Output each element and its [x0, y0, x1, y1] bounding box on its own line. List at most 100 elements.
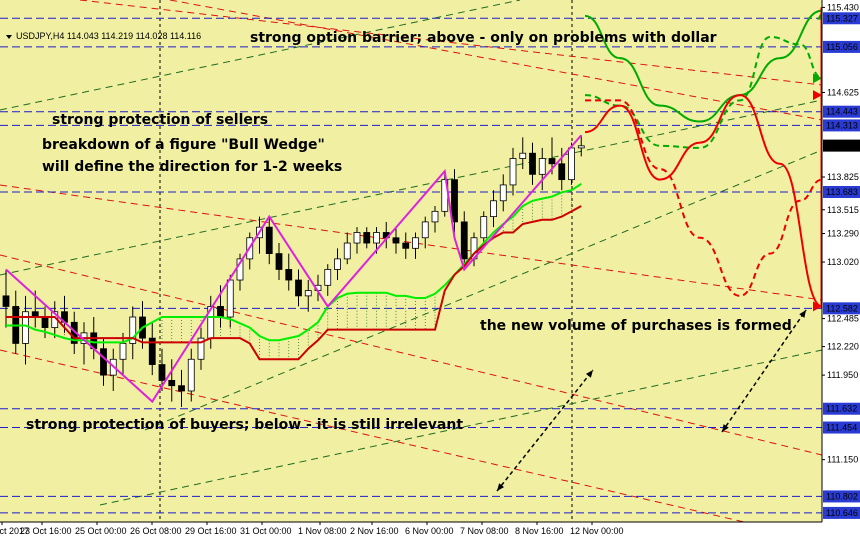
candle-body-29 [285, 269, 293, 281]
price-tick-13: 112.485 [827, 314, 859, 324]
price-label-bg-17 [823, 421, 860, 434]
dashed-arrow-right-head-b [722, 424, 729, 432]
price-tick-9: 113.515 [827, 205, 859, 215]
red-channel-line-0 [0, 184, 823, 301]
price-label-bg-6 [823, 139, 860, 152]
symbol-dropdown-icon [6, 35, 12, 39]
candle-body-49 [480, 216, 488, 239]
arrow-green-right [813, 73, 822, 84]
candle-body-46 [451, 179, 458, 223]
candle-body-43 [421, 221, 429, 239]
price-tick-17: 111.454 [826, 423, 857, 433]
candle-body-56 [548, 158, 556, 165]
candle-body-57 [558, 163, 566, 181]
candle-body-16 [158, 364, 166, 381]
candle-body-52 [509, 158, 517, 186]
candle-body-30 [295, 279, 302, 297]
red-channel-line-3 [0, 349, 823, 540]
price-label-bg-19 [823, 490, 860, 503]
time-tick-2: 25 Oct 00:00 [75, 526, 127, 536]
price-tick-19: 110.802 [826, 491, 858, 501]
projection-green-solid [584, 9, 823, 123]
candle-body-0 [2, 295, 10, 307]
dashed-arrow-right [721, 309, 807, 433]
time-tick-3: 26 Oct 08:00 [130, 526, 182, 536]
candle-body-50 [490, 200, 497, 218]
annotation-sellers: strong protection of sellers [52, 112, 268, 128]
price-tick-3: 114.625 [827, 87, 859, 97]
price-tick-5: 114.313 [826, 120, 858, 130]
candle-body-28 [275, 253, 283, 270]
time-tick-4: 29 Oct 16:00 [185, 526, 237, 536]
candle-body-42 [412, 237, 419, 249]
price-tick-14: 112.220 [827, 342, 859, 352]
candle-body-23 [226, 279, 234, 318]
candle-body-41 [402, 242, 410, 249]
projection-green-dashed [584, 35, 823, 149]
candle-body-22 [217, 306, 224, 318]
candle-body-12 [119, 343, 127, 360]
candle-body-38 [373, 232, 380, 244]
candle-body-27 [265, 226, 273, 255]
price-label-bg-12 [823, 302, 860, 315]
annotation-option-barrier: strong option barrier; above - only on p… [250, 30, 717, 46]
time-tick-10: 8 Nov 16:00 [515, 526, 564, 536]
dashed-arrow-left [496, 369, 594, 492]
price-label-bg-2 [823, 40, 860, 53]
candle-body-53 [519, 152, 527, 159]
candle-body-47 [460, 221, 468, 260]
time-tick-9: 7 Nov 08:00 [460, 526, 509, 536]
projection-red-dashed [585, 99, 823, 297]
time-tick-6: 1 Nov 08:00 [298, 526, 347, 536]
bull-wedge-line [5, 134, 583, 404]
candle-body-4 [41, 316, 49, 328]
candle-body-51 [499, 184, 507, 202]
candle-body-44 [431, 210, 439, 223]
candle-body-59 [577, 145, 585, 149]
green-trend-line-2 [99, 349, 823, 506]
candle-body-54 [529, 152, 536, 175]
time-tick-7: 2 Nov 16:00 [350, 526, 399, 536]
candle-body-31 [304, 290, 312, 297]
time-axis-panel [0, 522, 822, 540]
green-trend-line-3 [144, 149, 823, 431]
ichimoku-green-line [6, 183, 582, 344]
price-label-bg-4 [823, 105, 860, 118]
price-tick-8: 113.683 [826, 187, 858, 197]
candle-body-10 [100, 348, 107, 376]
arrow-red-right-2 [813, 90, 822, 101]
price-label-bg-20 [823, 506, 860, 519]
price-tick-11: 113.020 [827, 257, 859, 267]
candle-body-34 [334, 258, 341, 270]
price-tick-0: 115.430 [827, 2, 859, 12]
dashed-arrow-right-head-a [799, 310, 806, 318]
price-tick-4: 114.443 [826, 107, 858, 117]
price-tick-20: 110.646 [826, 508, 858, 518]
time-tick-0: 20 Oct 2017 [0, 526, 29, 536]
time-tick-1: 23 Oct 16:00 [20, 526, 72, 536]
green-trend-line-0 [0, 0, 521, 111]
price-tick-18: 111.150 [827, 455, 858, 465]
price-tick-6: 114.122 [826, 141, 858, 151]
red-channel-line-1 [79, 0, 823, 86]
plot-area [0, 0, 822, 522]
price-label-bg-1 [823, 12, 860, 25]
candle-body-20 [197, 337, 205, 360]
annotation-new-volume: the new volume of purchases is formed [480, 318, 792, 334]
candle-body-13 [129, 316, 137, 344]
price-tick-1: 115.327 [826, 13, 858, 23]
annotation-wedge-line2: will define the direction for 1-2 weeks [42, 159, 342, 175]
price-axis-panel [822, 0, 860, 540]
annotation-buyers: strong protection of buyers; below - it … [26, 417, 463, 433]
price-tick-10: 113.290 [827, 229, 859, 239]
annotation-wedge-line1: breakdown of a figure "Bull Wedge" [42, 137, 325, 153]
candle-body-35 [343, 242, 351, 260]
symbol-header: USDJPY,H4 114.043 114.219 114.028 114.11… [16, 31, 201, 41]
red-channel-line-4 [169, 0, 823, 121]
candle-body-58 [568, 147, 575, 181]
candle-body-40 [392, 237, 400, 244]
price-tick-12: 112.582 [826, 303, 858, 313]
price-label-bg-5 [823, 119, 860, 132]
